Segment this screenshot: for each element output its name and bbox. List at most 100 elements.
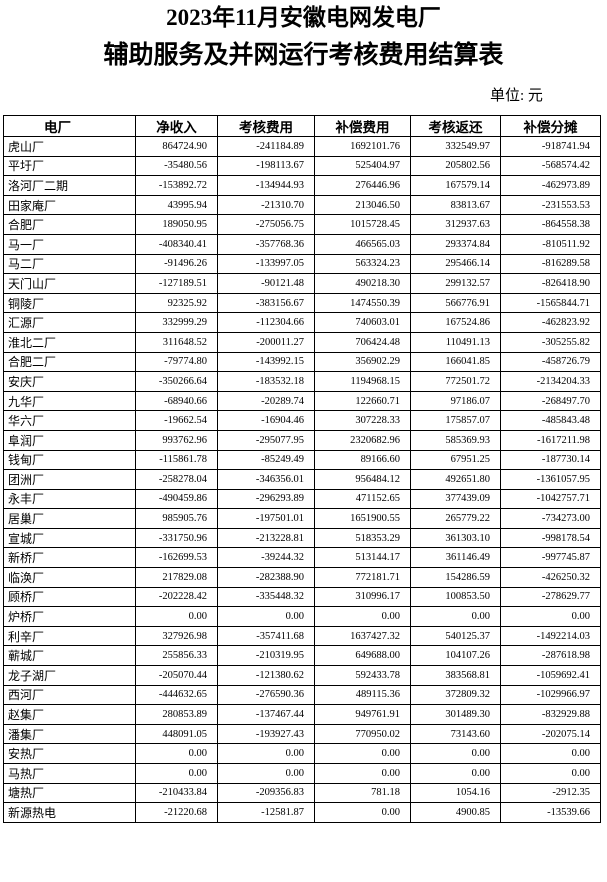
amount-cell: -1492214.03 [500,625,601,647]
plant-name: 蕲城厂 [3,645,136,667]
plant-name: 天门山厂 [3,273,136,294]
amount-cell: -197501.01 [217,508,315,529]
amount-cell: -305255.82 [500,331,601,353]
amount-cell: 525404.97 [314,155,411,177]
amount-cell: -20289.74 [217,390,315,412]
amount-cell: 89166.60 [314,449,411,471]
amount-cell: 0.00 [135,606,218,627]
plant-name: 汇源厂 [3,312,136,333]
table-row: 马热厂 0.00 0.00 0.00 0.00 0.00 [3,763,601,784]
header-cell: 考核费用 [217,115,315,137]
amount-cell: -127189.51 [135,273,218,294]
amount-cell: -2134204.33 [500,371,601,392]
amount-cell: -462973.89 [500,175,601,196]
amount-cell: 154286.59 [410,567,501,588]
plant-name: 马热厂 [3,763,136,784]
amount-cell: 0.00 [410,763,501,784]
amount-cell: -444632.65 [135,684,218,706]
amount-cell: -241184.89 [217,136,315,157]
amount-cell: -832929.88 [500,704,601,725]
amount-cell: 4900.85 [410,802,501,823]
amount-cell: 0.00 [314,763,411,784]
plant-name: 铜陵厂 [3,292,136,314]
amount-cell: -278629.77 [500,586,601,608]
amount-cell: -205070.44 [135,665,218,686]
amount-cell: 383568.81 [410,665,501,686]
amount-cell: -826418.90 [500,273,601,294]
plant-name: 田家庵厂 [3,194,136,216]
header-cell: 补偿费用 [314,115,411,137]
amount-cell: -19662.54 [135,410,218,431]
amount-cell: -210319.95 [217,645,315,667]
amount-cell: 0.00 [217,743,315,764]
amount-cell: 1637427.32 [314,625,411,647]
amount-cell: 332549.97 [410,136,501,157]
amount-cell: -198113.67 [217,155,315,177]
table-body: 虎山厂 864724.90 -241184.89 1692101.76 332549.9… [3,136,601,823]
table-row: 蕲城厂 255856.33 -210319.95 649688.00 104107.26… [3,645,601,667]
amount-cell: -200011.27 [217,331,315,353]
table-row: 新桥厂 -162699.53 -39244.32 513144.17 361146.49… [3,547,601,569]
plant-name: 九华厂 [3,390,136,412]
amount-cell: -2912.35 [500,782,601,804]
plant-name: 永丰厂 [3,488,136,510]
table-row: 马二厂 -91496.26 -133997.05 563324.23 295466.14… [3,253,601,275]
table-row: 利辛厂 327926.98 -357411.68 1637427.32 540125.3… [3,625,601,647]
table-row: 团洲厂 -258278.04 -346356.01 956484.12 492651.8… [3,469,601,490]
table-row: 炉桥厂 0.00 0.00 0.00 0.00 0.00 [3,606,601,627]
amount-cell: -1617211.98 [500,429,601,451]
amount-cell: 513144.17 [314,547,411,569]
table-row: 淮北二厂 311648.52 -200011.27 706424.48 110491.1… [3,331,601,353]
table-row: 塘热厂 -210433.84 -209356.83 781.18 1054.16 -291… [3,782,601,804]
amount-cell: -1059692.41 [500,665,601,686]
amount-cell: 0.00 [135,743,218,764]
amount-cell: -209356.83 [217,782,315,804]
amount-cell: 540125.37 [410,625,501,647]
amount-cell: 166041.85 [410,351,501,373]
amount-cell: 1692101.76 [314,136,411,157]
amount-cell: -202228.42 [135,586,218,608]
table-row: 合肥二厂 -79774.80 -143992.15 356902.29 166041.8… [3,351,601,373]
amount-cell: 448091.05 [135,723,218,745]
amount-cell: 312937.63 [410,214,501,235]
table-row: 西河厂 -444632.65 -276590.36 489115.36 372809.3… [3,684,601,706]
amount-cell: -258278.04 [135,469,218,490]
amount-cell: 0.00 [500,763,601,784]
amount-cell: -133997.05 [217,253,315,275]
plant-name: 潘集厂 [3,723,136,745]
header-cell: 电厂 [3,115,136,137]
amount-cell: 83813.67 [410,194,501,216]
plant-name: 宣城厂 [3,527,136,549]
amount-cell: -810511.92 [500,233,601,255]
amount-cell: -734273.00 [500,508,601,529]
amount-cell: -12581.87 [217,802,315,823]
amount-cell: -134944.93 [217,175,315,196]
unit: 单位: 元 [490,88,543,104]
table-row: 宣城厂 -331750.96 -213228.81 518353.29 361303.1… [3,527,601,549]
amount-cell: 301489.30 [410,704,501,725]
amount-cell: 0.00 [410,743,501,764]
amount-cell: -335448.32 [217,586,315,608]
amount-cell: -287618.98 [500,645,601,667]
amount-cell: 0.00 [500,743,601,764]
amount-cell: 1194968.15 [314,371,411,392]
amount-cell: 0.00 [314,743,411,764]
plant-name: 团洲厂 [3,469,136,490]
amount-cell: 205802.56 [410,155,501,177]
amount-cell: -21310.70 [217,194,315,216]
header-cell: 考核返还 [410,115,501,137]
amount-cell: 489115.36 [314,684,411,706]
table-row: 洛河厂二期 -153892.72 -134944.93 276446.96 167579… [3,175,601,196]
amount-cell: 122660.71 [314,390,411,412]
amount-cell: -162699.53 [135,547,218,569]
table-row: 顾桥厂 -202228.42 -335448.32 310996.17 100853.5… [3,586,601,608]
amount-cell: 2320682.96 [314,429,411,451]
table-row: 合肥厂 189050.95 -275056.75 1015728.45 312937.6… [3,214,601,235]
plant-name: 炉桥厂 [3,606,136,627]
amount-cell: -997745.87 [500,547,601,569]
amount-cell: 592433.78 [314,665,411,686]
amount-cell: 0.00 [314,606,411,627]
amount-cell: 585369.93 [410,429,501,451]
amount-cell: -91496.26 [135,253,218,275]
